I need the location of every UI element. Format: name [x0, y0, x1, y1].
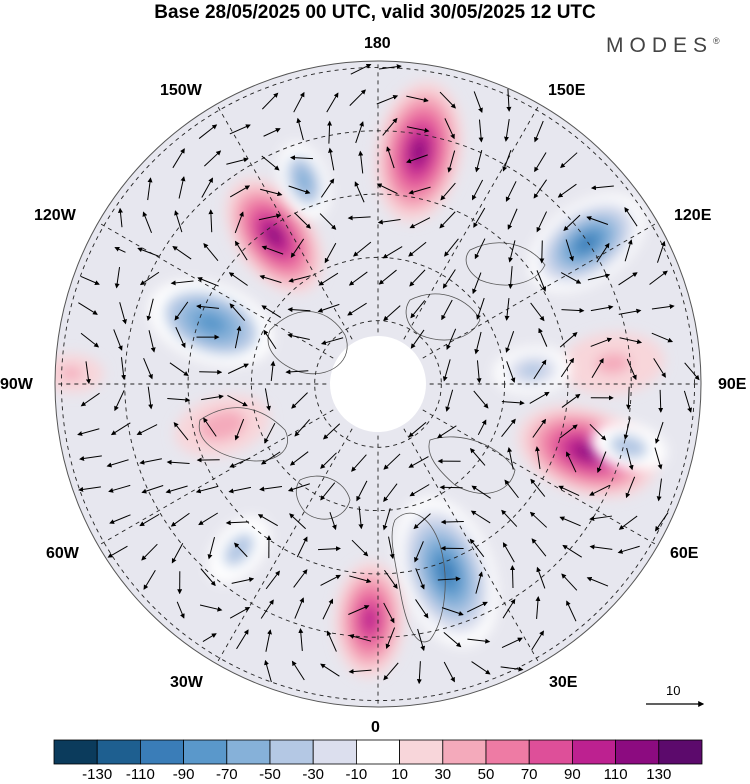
colorbar-swatch: [400, 740, 443, 764]
colorbar-tick: -30: [302, 766, 324, 783]
colorbar-swatch: [184, 740, 227, 764]
label-lon-60e: 60E: [670, 545, 698, 563]
label-lon-0: 0: [371, 719, 380, 737]
colorbar-tick: -110: [126, 766, 155, 783]
colorbar-swatch: [227, 740, 270, 764]
colorbar-tick-labels: -130 -110 -90 -70 -50 -30 -10 10 30 50 70 90 110 130: [0, 766, 750, 784]
label-lon-120e: 120E: [674, 207, 711, 225]
label-lon-180: 180: [364, 35, 391, 53]
colorbar-tick: 130: [646, 766, 671, 783]
colorbar: [54, 740, 702, 764]
colorbar-swatch: [529, 740, 572, 764]
label-lon-150e: 150E: [548, 82, 585, 100]
colorbar-tick: 70: [521, 766, 538, 783]
colorbar-swatch: [443, 740, 486, 764]
label-lon-120w: 120W: [34, 207, 76, 225]
colorbar-swatch: [486, 740, 529, 764]
colorbar-swatch: [572, 740, 615, 764]
colorbar-tick: 30: [434, 766, 451, 783]
colorbar-tick: 90: [564, 766, 581, 783]
colorbar-tick: -50: [259, 766, 281, 783]
colorbar-swatch: [356, 740, 399, 764]
colorbar-tick: 10: [391, 766, 408, 783]
label-lon-90w: 90W: [0, 376, 33, 394]
colorbar-tick: 110: [604, 766, 628, 783]
colorbar-tick: -130: [82, 766, 112, 783]
label-lon-30w: 30W: [170, 674, 203, 692]
label-lon-60w: 60W: [46, 545, 79, 563]
label-lon-150w: 150W: [160, 82, 202, 100]
map-disc: [38, 50, 720, 730]
colorbar-swatch: [140, 740, 183, 764]
reference-vector-label: 10: [666, 683, 680, 698]
colorbar-tick: -10: [346, 766, 368, 783]
colorbar-swatch: [616, 740, 659, 764]
colorbar-swatch: [659, 740, 702, 764]
pole-cap: [330, 336, 426, 432]
colorbar-tick: 50: [478, 766, 495, 783]
label-lon-30e: 30E: [549, 674, 577, 692]
colorbar-swatch: [97, 740, 140, 764]
colorbar-tick: -70: [216, 766, 238, 783]
colorbar-tick: -90: [173, 766, 195, 783]
colorbar-swatch: [313, 740, 356, 764]
colorbar-swatch: [54, 740, 97, 764]
label-lon-90e: 90E: [718, 376, 746, 394]
colorbar-swatch: [270, 740, 313, 764]
